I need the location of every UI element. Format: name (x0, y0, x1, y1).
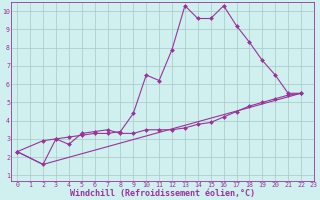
X-axis label: Windchill (Refroidissement éolien,°C): Windchill (Refroidissement éolien,°C) (70, 189, 255, 198)
